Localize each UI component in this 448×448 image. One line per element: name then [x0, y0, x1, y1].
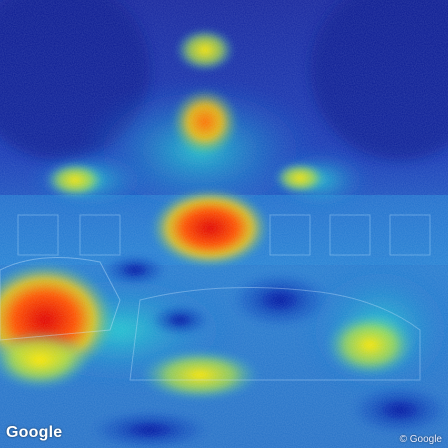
google-logo-watermark: Google [6, 424, 63, 441]
copyright-text: © Google [399, 434, 442, 445]
